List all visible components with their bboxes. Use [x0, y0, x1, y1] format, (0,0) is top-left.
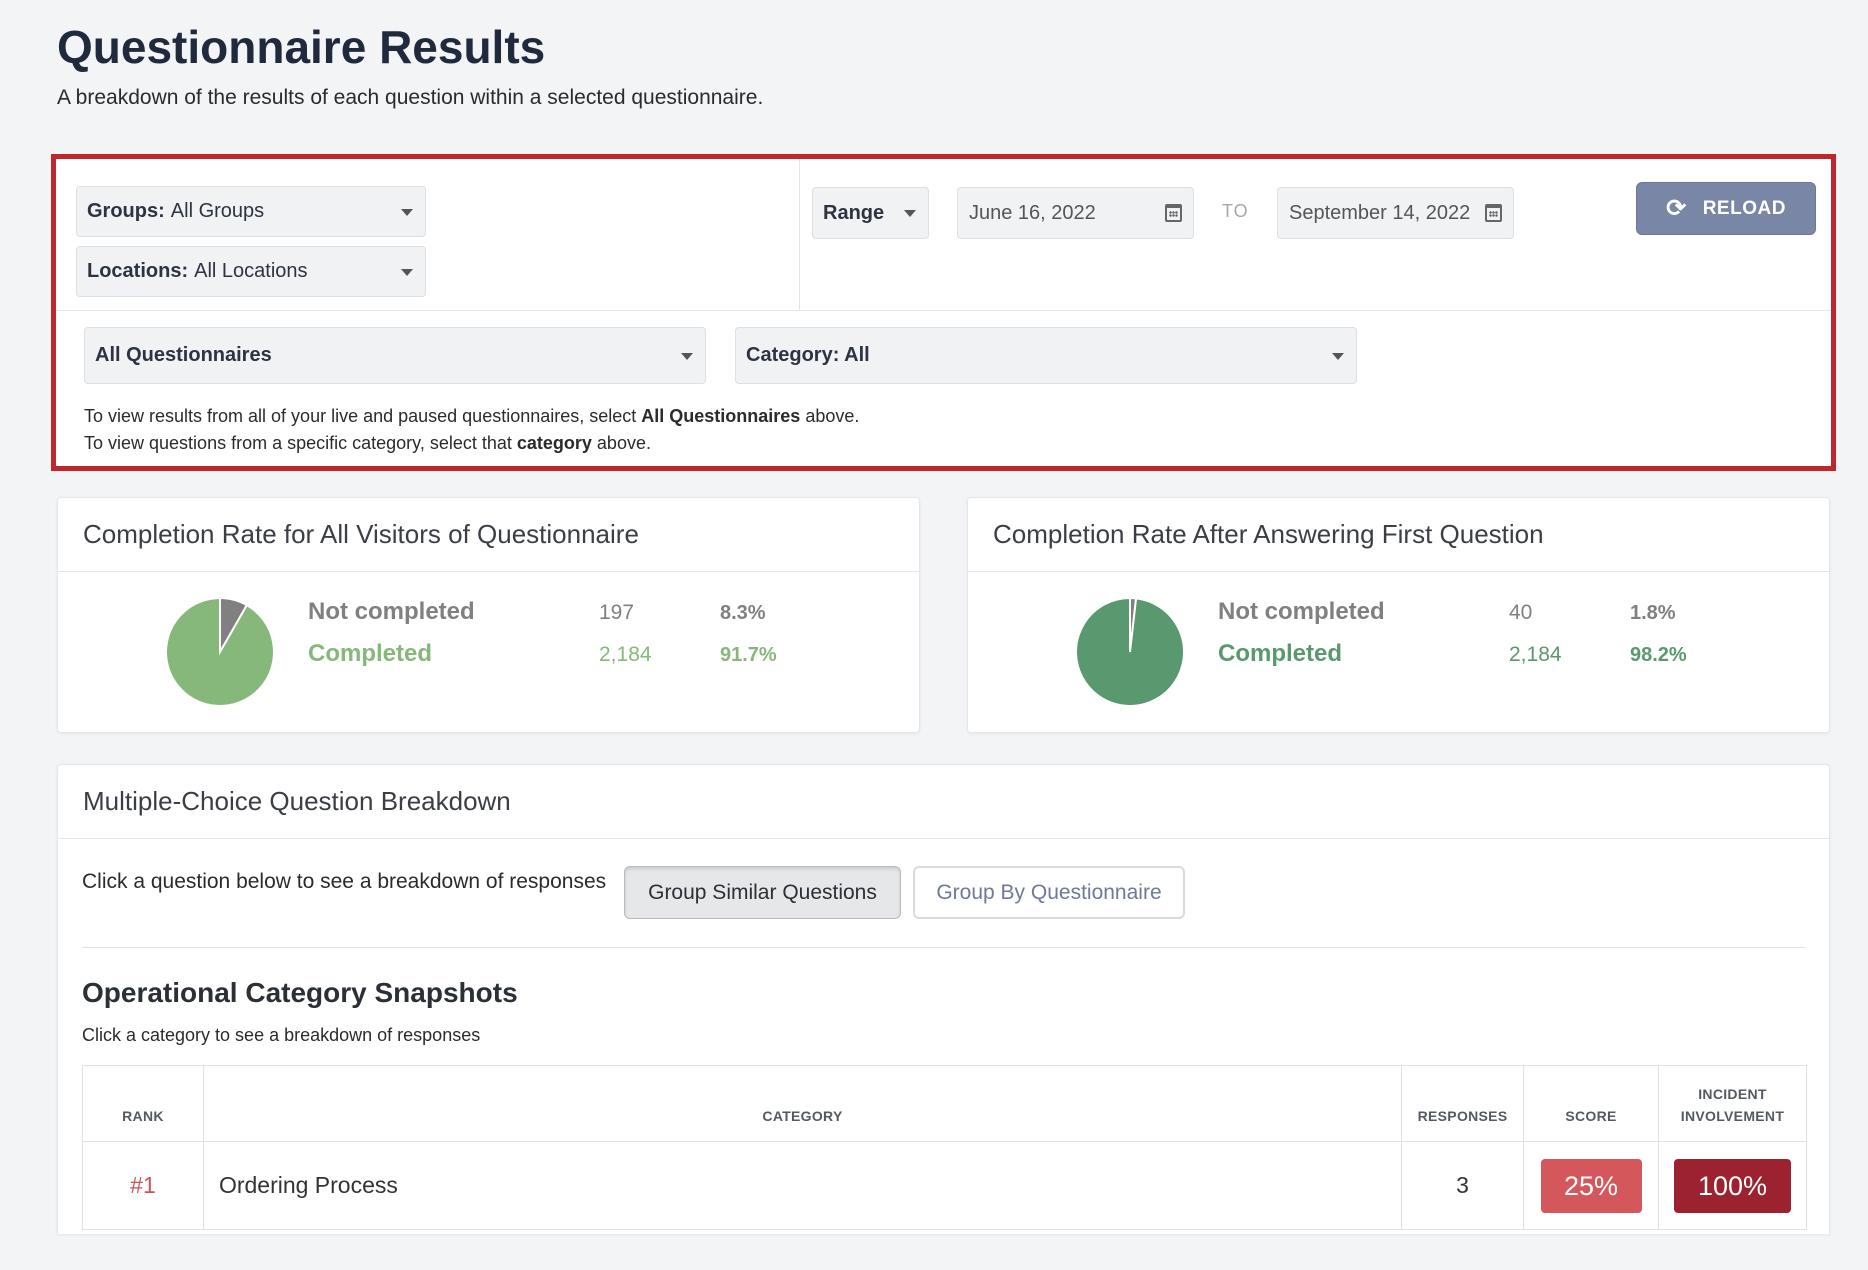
incident-cell: 100%	[1658, 1141, 1807, 1230]
date-to-value: September 14, 2022	[1289, 201, 1471, 224]
legend-pct-completed: 91.7%	[720, 644, 777, 666]
completion-all-card: Completion Rate for All Visitors of Ques…	[57, 497, 920, 733]
pie-slice-completed	[1075, 597, 1185, 707]
page-subtitle: A breakdown of the results of each quest…	[57, 86, 764, 109]
reload-label: RELOAD	[1702, 197, 1786, 219]
page-title: Questionnaire Results	[57, 21, 546, 73]
calendar-icon[interactable]	[1165, 204, 1182, 222]
date-from-value: June 16, 2022	[969, 201, 1096, 224]
column-header-category[interactable]: CATEGORY	[202, 1065, 1403, 1142]
breakdown-instruction: Click a question below to see a breakdow…	[82, 870, 607, 893]
legend-label-not-completed: Not completed	[308, 598, 475, 625]
column-header-responses[interactable]: RESPONSES	[1401, 1065, 1525, 1142]
legend-count-completed: 2,184	[1509, 643, 1562, 666]
column-header-score[interactable]: SCORE	[1523, 1065, 1659, 1142]
table-header-row: RANK CATEGORY RESPONSES SCORE INCIDENT IN…	[82, 1065, 1807, 1142]
range-select[interactable]: Range	[812, 187, 929, 239]
ops-section-title: Operational Category Snapshots	[82, 977, 518, 1008]
group-similar-questions-button[interactable]: Group Similar Questions	[624, 866, 901, 919]
filter-divider	[56, 310, 1831, 311]
questionnaire-select-value: All Questionnaires	[95, 344, 272, 366]
category-select[interactable]: Category: All	[735, 327, 1357, 384]
completion-first-pie	[1075, 597, 1185, 707]
card-title: Completion Rate for All Visitors of Ques…	[58, 498, 919, 572]
legend-pct-not-completed: 8.3%	[720, 602, 766, 624]
legend-label-completed: Completed	[1218, 640, 1343, 667]
card-title: Multiple-Choice Question Breakdown	[58, 765, 1829, 839]
calendar-icon[interactable]	[1485, 204, 1502, 222]
groups-select[interactable]: Groups: All Groups	[76, 186, 426, 237]
date-to-input[interactable]: September 14, 2022	[1277, 187, 1514, 239]
legend-pct-completed: 98.2%	[1630, 644, 1687, 666]
locations-select[interactable]: Locations: All Locations	[76, 246, 426, 297]
column-header-rank[interactable]: RANK	[82, 1065, 204, 1142]
legend-label-completed: Completed	[308, 640, 433, 667]
category-table: RANK CATEGORY RESPONSES SCORE INCIDENT IN…	[82, 1065, 1807, 1230]
caret-down-icon	[1332, 352, 1344, 360]
legend-pct-not-completed: 1.8%	[1630, 602, 1676, 624]
help-line-questionnaires: To view results from all of your live an…	[84, 406, 860, 426]
date-from-input[interactable]: June 16, 2022	[957, 187, 1194, 239]
date-range-separator: TO	[1222, 201, 1249, 221]
groups-select-value: All Groups	[170, 200, 265, 222]
completion-all-pie	[165, 597, 275, 707]
responses-cell: 3	[1401, 1141, 1525, 1230]
category-cell: Ordering Process	[202, 1141, 1403, 1230]
card-title: Completion Rate After Answering First Qu…	[968, 498, 1829, 572]
score-cell: 25%	[1523, 1141, 1659, 1230]
locations-select-label: Locations:	[87, 260, 189, 282]
rank-cell: #1	[82, 1141, 204, 1230]
caret-down-icon	[904, 210, 916, 217]
range-select-label: Range	[823, 201, 885, 224]
filter-help-text: To view results from all of your live an…	[84, 403, 859, 457]
table-row[interactable]: #1 Ordering Process 3 25% 100%	[82, 1141, 1807, 1230]
legend-count-not-completed: 197	[599, 601, 635, 624]
column-header-incident[interactable]: INCIDENT INVOLVEMENT	[1658, 1065, 1807, 1142]
filter-panel: Groups: All Groups Locations: All Locati…	[51, 154, 1836, 471]
locations-select-value: All Locations	[194, 260, 308, 282]
caret-down-icon	[401, 208, 413, 216]
incident-badge: 100%	[1674, 1158, 1791, 1213]
legend-label-not-completed: Not completed	[1218, 598, 1385, 625]
legend-count-completed: 2,184	[599, 643, 652, 666]
pie-slice-completed	[165, 597, 275, 707]
filter-divider	[799, 159, 800, 310]
reload-button[interactable]: ⟳ RELOAD	[1636, 182, 1816, 235]
ops-section-subtitle: Click a category to see a breakdown of r…	[82, 1025, 481, 1045]
group-by-questionnaire-button[interactable]: Group By Questionnaire	[913, 866, 1185, 919]
completion-first-card: Completion Rate After Answering First Qu…	[967, 497, 1830, 733]
caret-down-icon	[681, 352, 693, 360]
caret-down-icon	[401, 268, 413, 276]
questionnaire-select[interactable]: All Questionnaires	[84, 327, 706, 384]
score-badge: 25%	[1540, 1158, 1642, 1213]
groups-select-label: Groups:	[87, 200, 165, 222]
section-divider	[82, 947, 1805, 948]
help-line-category: To view questions from a specific catego…	[84, 433, 651, 453]
category-select-value: Category: All	[746, 344, 870, 366]
refresh-icon: ⟳	[1666, 195, 1687, 222]
legend-count-not-completed: 40	[1509, 601, 1533, 624]
breakdown-card: Multiple-Choice Question Breakdown Click…	[57, 764, 1830, 1234]
